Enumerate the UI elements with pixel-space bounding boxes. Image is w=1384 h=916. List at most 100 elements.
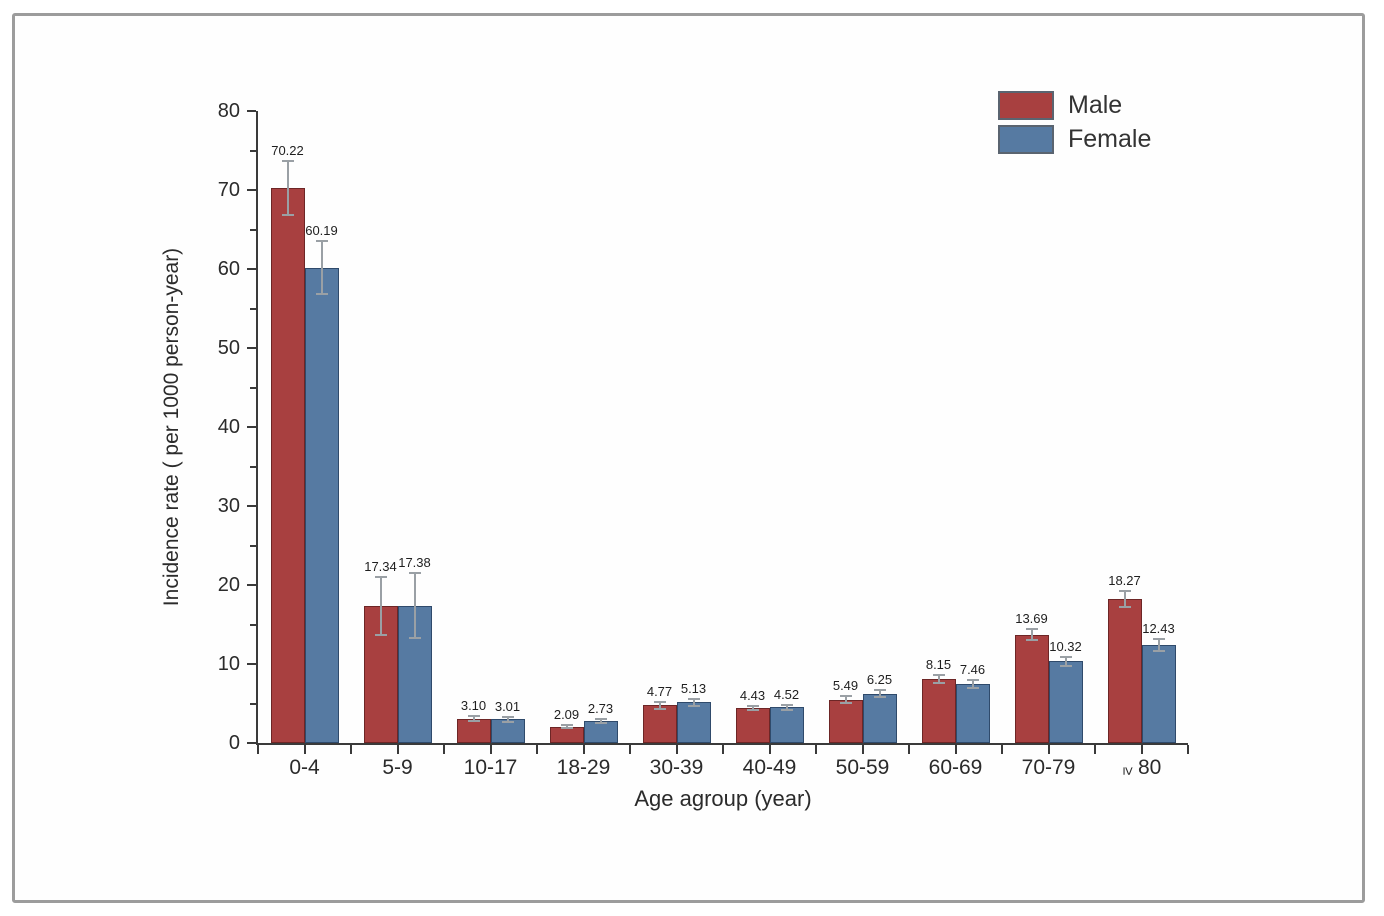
y-major-tick xyxy=(247,584,256,586)
x-tick xyxy=(722,745,724,754)
error-cap-top xyxy=(932,673,945,676)
error-cap-bottom xyxy=(374,634,387,637)
error-cap-top xyxy=(839,695,852,698)
x-tick xyxy=(582,745,585,754)
bar-female-18-29 xyxy=(583,721,618,743)
y-minor-tick xyxy=(250,228,256,231)
bar-female-70-79 xyxy=(1048,661,1083,743)
error-cap-bottom xyxy=(1152,649,1165,652)
value-label-female: 17.38 xyxy=(398,555,431,571)
x-tick-label: 30-39 xyxy=(649,756,704,779)
error-bar-male xyxy=(1030,629,1033,641)
y-major-tick xyxy=(247,268,256,270)
value-label-female: 5.13 xyxy=(680,681,707,697)
error-bar-female xyxy=(413,573,416,639)
error-cap-top xyxy=(746,704,759,707)
error-cap-bottom xyxy=(315,292,328,295)
value-label-female: 3.01 xyxy=(494,698,521,714)
y-major-tick xyxy=(247,663,256,665)
y-minor-tick xyxy=(250,623,256,626)
value-label-female: 7.46 xyxy=(959,662,986,678)
y-tick-label: 0 xyxy=(228,732,240,754)
legend-item-male: Male xyxy=(998,91,1151,120)
error-bar-male xyxy=(658,701,661,709)
x-tick xyxy=(861,745,864,754)
value-label-male: 2.09 xyxy=(553,706,580,722)
x-tick xyxy=(350,745,352,754)
x-tick-label: ≥ 80 xyxy=(1119,756,1162,779)
error-cap-top xyxy=(1059,655,1072,658)
value-label-male: 5.49 xyxy=(832,678,859,694)
y-major-tick xyxy=(247,189,256,191)
value-label-female: 2.73 xyxy=(587,701,614,717)
value-label-male: 18.27 xyxy=(1108,572,1141,588)
y-major-tick xyxy=(247,505,256,507)
error-bar-female xyxy=(971,680,974,688)
error-cap-top xyxy=(560,723,573,726)
error-bar-female xyxy=(320,241,323,294)
error-bar-male xyxy=(751,705,754,711)
value-label-female: 4.52 xyxy=(773,686,800,702)
legend: Male Female xyxy=(998,91,1151,154)
error-bar-male xyxy=(937,674,940,683)
x-tick xyxy=(1001,745,1003,754)
error-bar-male xyxy=(379,576,382,636)
bar-female-0-4 xyxy=(304,267,339,743)
value-label-female: 6.25 xyxy=(866,672,893,688)
value-label-female: 60.19 xyxy=(305,223,338,239)
x-tick-label: 50-59 xyxy=(835,756,890,779)
error-cap-top xyxy=(315,240,328,243)
bar-male-40-49 xyxy=(735,708,770,743)
x-tick xyxy=(489,745,492,754)
legend-label-male: Male xyxy=(1068,91,1123,119)
y-tick-label: 40 xyxy=(217,416,240,438)
bar-male-0-4 xyxy=(270,188,305,743)
error-bar-male xyxy=(565,724,568,729)
value-label-female: 10.32 xyxy=(1049,638,1082,654)
x-tick-label: 0-4 xyxy=(289,756,320,779)
y-tick-label: 10 xyxy=(217,653,240,675)
error-cap-bottom xyxy=(932,681,945,684)
y-minor-tick xyxy=(250,544,256,547)
error-bar-female xyxy=(785,704,788,710)
error-cap-bottom xyxy=(780,708,793,711)
bar-female-50-59 xyxy=(862,693,897,743)
error-bar-male xyxy=(286,161,289,216)
x-tick xyxy=(768,745,771,754)
value-label-male: 4.77 xyxy=(646,683,673,699)
y-tick-label: 30 xyxy=(217,495,240,517)
bar-female-60-69 xyxy=(955,684,990,743)
y-axis-line xyxy=(256,111,258,745)
x-tick-label: 70-79 xyxy=(1021,756,1076,779)
x-tick xyxy=(1094,745,1096,754)
bar-female-40-49 xyxy=(769,707,804,743)
y-major-tick xyxy=(247,742,256,744)
error-cap-bottom xyxy=(839,701,852,704)
value-label-male: 70.22 xyxy=(271,143,304,159)
x-tick xyxy=(954,745,957,754)
error-bar-male xyxy=(472,716,475,721)
y-tick-label: 50 xyxy=(217,337,240,359)
bar-male-50-59 xyxy=(828,699,863,743)
y-major-tick xyxy=(247,110,256,112)
error-cap-top xyxy=(374,575,387,578)
y-tick-label: 70 xyxy=(217,179,240,201)
x-axis-title: Age agroup (year) xyxy=(634,786,812,811)
error-cap-top xyxy=(966,679,979,682)
error-bar-female xyxy=(692,699,695,706)
error-cap-top xyxy=(687,698,700,701)
x-tick xyxy=(908,745,910,754)
bar-male-≥ 80 xyxy=(1107,598,1142,743)
y-minor-tick xyxy=(250,149,256,152)
x-tick xyxy=(1140,745,1143,754)
error-cap-bottom xyxy=(687,704,700,707)
error-cap-bottom xyxy=(653,707,666,710)
error-cap-bottom xyxy=(966,687,979,690)
error-cap-bottom xyxy=(467,719,480,722)
error-bar-female xyxy=(1157,638,1160,651)
value-label-male: 13.69 xyxy=(1015,611,1048,627)
y-axis-title: Incidence rate ( per 1000 person-year) xyxy=(160,247,183,607)
x-tick xyxy=(675,745,678,754)
error-bar-female xyxy=(506,716,509,722)
